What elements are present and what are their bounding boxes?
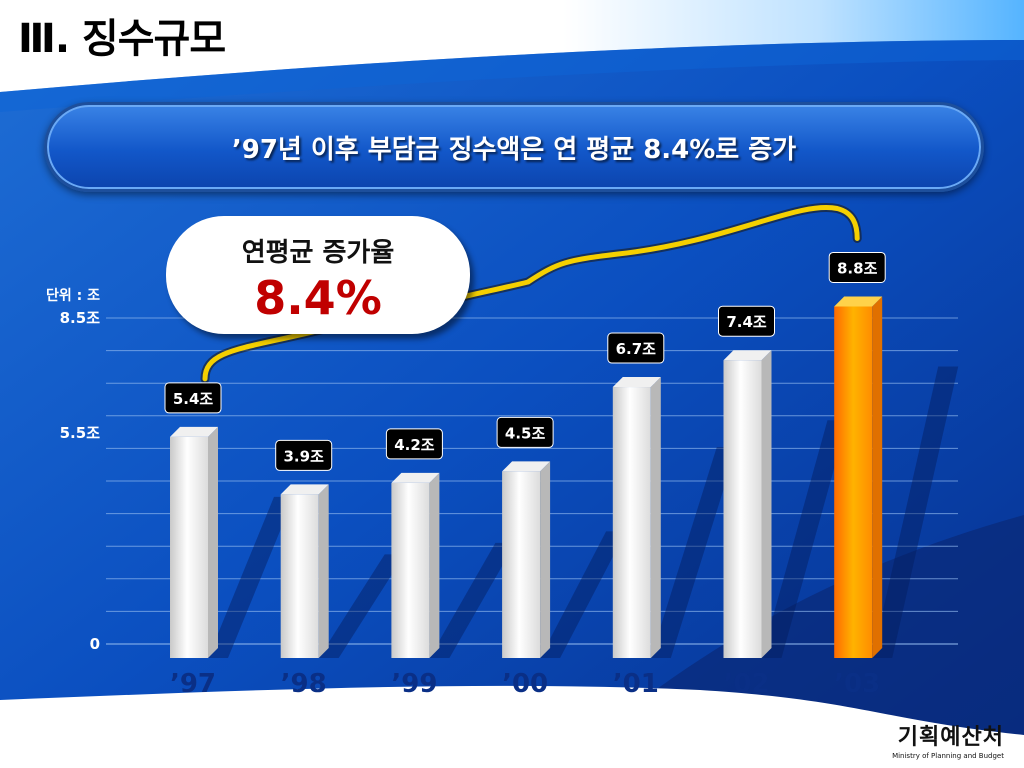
bar — [170, 426, 294, 658]
trend-curve — [202, 205, 860, 382]
data-labels: 5.4조 3.9조 4.2조 4.5조 6.7조 7.4조 8.8조 — [164, 251, 886, 471]
y-tick-label: 8.5조 — [60, 309, 101, 327]
y-axis-unit-label: 단위 : 조 — [46, 287, 100, 304]
trend-line — [200, 203, 862, 384]
data-label: 7.4조 — [718, 305, 775, 337]
y-axis-labels: 단위 : 조 0 5.5조 8.5조 — [46, 287, 100, 653]
y-tick-label: 0 — [90, 635, 100, 653]
svg-text:7.4조: 7.4조 — [726, 313, 767, 331]
bar — [502, 461, 627, 658]
callout-value: 8.4% — [254, 271, 382, 325]
category-label: ’03 — [834, 669, 880, 699]
y-tick-label: 5.5조 — [60, 424, 101, 442]
category-label: ’02 — [723, 669, 769, 699]
category-label: ’99 — [391, 669, 437, 699]
data-label: 3.9조 — [275, 439, 333, 471]
growth-callout: 연평균 증가율 8.4% — [166, 216, 470, 334]
headline-text: ’97년 이후 부담금 징수액은 연 평균 8.4%로 증가 — [231, 134, 797, 165]
svg-text:3.9조: 3.9조 — [284, 447, 325, 465]
bars — [170, 296, 959, 658]
data-label: 5.4조 — [164, 382, 222, 414]
svg-text:4.2조: 4.2조 — [394, 436, 435, 454]
page-title: Ⅲ. 징수규모 — [18, 16, 226, 62]
category-label: ’00 — [502, 669, 548, 699]
svg-text:6.7조: 6.7조 — [616, 340, 657, 358]
organization-logo: 기획예산처 Ministry of Planning and Budget — [892, 719, 1004, 760]
bar — [280, 484, 405, 658]
bar — [391, 472, 516, 658]
headline-banner: ’97년 이후 부담금 징수액은 연 평균 8.4%로 증가 — [44, 102, 984, 192]
bar — [723, 350, 848, 658]
category-label: ’01 — [613, 669, 659, 699]
svg-text:5.4조: 5.4조 — [173, 390, 214, 408]
category-labels: ’97 ’98 ’99 ’00 ’01 ’02 ’03 — [170, 669, 880, 699]
bar — [834, 296, 959, 658]
logo-english: Ministry of Planning and Budget — [892, 752, 1004, 760]
data-label: 8.8조 — [828, 251, 886, 283]
data-label: 4.2조 — [385, 428, 443, 460]
callout-label: 연평균 증가율 — [241, 238, 395, 268]
category-label: ’97 — [170, 669, 216, 699]
category-label: ’98 — [281, 669, 327, 699]
svg-text:4.5조: 4.5조 — [505, 424, 546, 442]
data-label: 6.7조 — [607, 332, 665, 364]
data-label: 4.5조 — [496, 416, 554, 448]
svg-text:8.8조: 8.8조 — [837, 259, 878, 277]
logo-korean: 기획예산처 — [897, 725, 1004, 750]
bar — [612, 377, 737, 658]
